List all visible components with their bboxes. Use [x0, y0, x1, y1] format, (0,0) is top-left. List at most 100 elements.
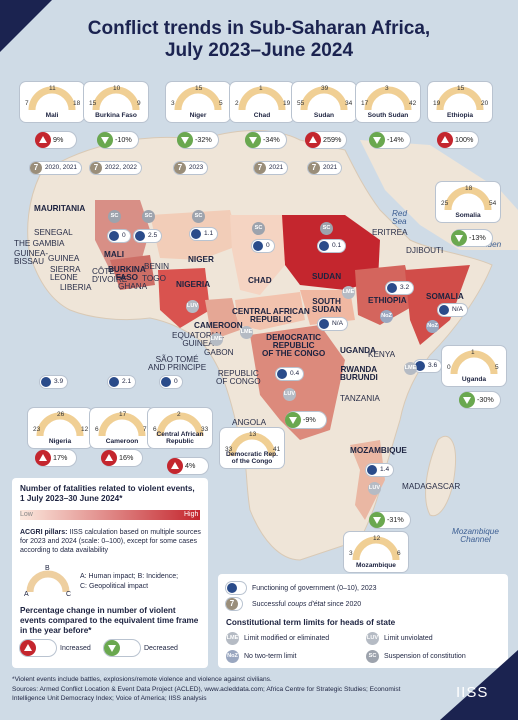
- gov-pill: 2.5: [134, 230, 162, 242]
- acgri-a-value: 6: [95, 426, 99, 433]
- label-somalia: SOMALIA: [426, 292, 464, 301]
- gauge-b: B: [45, 565, 50, 572]
- legend-noz: No two-term limit: [244, 653, 297, 660]
- legend-pct-title: Percentage change in number of violent e…: [20, 606, 199, 635]
- card-country-name: Ethiopia: [446, 112, 473, 119]
- label-mozambique: MOZAMBIQUE: [350, 446, 407, 455]
- label-cote-divoire: CÔTE D'IVOIRE: [92, 267, 128, 284]
- change-value: -31%: [387, 515, 404, 524]
- acgri-gauge: [228, 432, 276, 457]
- bank-icon: [109, 231, 119, 241]
- label-madagascar: MADAGASCAR: [402, 482, 461, 491]
- gov-pill: 2.1: [108, 376, 136, 388]
- legend-luv: Limit unviolated: [384, 635, 433, 642]
- footer: *Violent events include battles, explosi…: [12, 676, 432, 703]
- gov-value: 1.4: [380, 466, 390, 473]
- term-limit-badge: LME: [342, 286, 355, 299]
- term-limit-badge: SC: [142, 210, 155, 223]
- acgri-c-value: 5: [219, 100, 223, 107]
- card-country-name: Sudan: [313, 112, 335, 119]
- change-pill: -34%: [245, 132, 286, 148]
- acgri-gauge: [364, 86, 412, 111]
- acgri-card: 7 11 18 Mali: [20, 82, 84, 122]
- term-limit-badge: LME: [404, 362, 417, 375]
- change-value: -32%: [195, 135, 212, 144]
- card-country-name: Uganda: [461, 376, 487, 383]
- madagascar-shape: [425, 435, 457, 517]
- acgri-gauge: [92, 86, 140, 111]
- gov-pill: 0: [108, 230, 130, 242]
- coup-icon: 7: [174, 162, 186, 174]
- triangle-down-icon: [97, 132, 113, 148]
- coup-icon: 7: [90, 162, 102, 174]
- acgri-b-value: 39: [321, 85, 329, 92]
- acgri-a-value: 3: [349, 550, 353, 557]
- card-country-name: Democratic Rep. of the Congo: [225, 451, 279, 465]
- title-line-1: Conflict trends in Sub-Saharan Africa,: [87, 18, 431, 39]
- change-pill: -13%: [451, 230, 492, 246]
- coup-italic: coups d'état: [287, 601, 326, 608]
- luv-badge: LUV: [366, 632, 379, 645]
- label-south-sudan: SOUTH SUDAN: [312, 297, 342, 314]
- acgri-card: 55 39 34 Sudan: [292, 82, 356, 122]
- acgri-c-value: 42: [409, 100, 417, 107]
- gauge-a: A: [24, 591, 29, 598]
- acgri-a-value: 33: [225, 446, 233, 453]
- change-pill: 9%: [35, 132, 76, 148]
- change-pill: -32%: [177, 132, 218, 148]
- change-pill: 16%: [101, 450, 142, 466]
- label-moz-channel: Mozambique Channel: [452, 527, 499, 544]
- fatal-gradient: [20, 510, 200, 520]
- label-ethiopia: ETHIOPIA: [368, 296, 407, 305]
- coup-icon: 7: [30, 162, 42, 174]
- gov-pill: 3.6: [414, 360, 442, 372]
- gov-pill: 3.2: [386, 282, 414, 294]
- gov-value: 0.4: [290, 370, 300, 377]
- term-limit-badge: NoZ: [380, 310, 393, 323]
- page-title: Conflict trends in Sub-Saharan Africa, J…: [0, 18, 518, 62]
- acgri-b-value: 3: [385, 85, 389, 92]
- acgri-card: 19 15 20 Ethiopia: [428, 82, 492, 122]
- acgri-gauge: [28, 86, 76, 111]
- card-country-name: Niger: [189, 112, 207, 119]
- triangle-up-icon: [167, 458, 183, 474]
- acgri-b-value: 18: [465, 185, 473, 192]
- gov-pill: N/A: [438, 304, 467, 316]
- change-value: -13%: [469, 233, 486, 242]
- change-pill: -9%: [285, 412, 326, 428]
- acgri-c-value: 34: [345, 100, 353, 107]
- coup-pill: 7 2021: [254, 162, 288, 174]
- term-limit-badge: LUV: [283, 388, 296, 401]
- legend-coup: Successful coups d'état since 2020: [252, 600, 361, 609]
- acgri-gauge: [238, 86, 286, 111]
- acgri-c-value: 19: [283, 100, 291, 107]
- acgri-c-value: 6: [397, 550, 401, 557]
- mozambique-shape: [350, 440, 385, 520]
- legend-decreased: Decreased: [144, 645, 178, 652]
- coup-years: 2021: [269, 164, 284, 171]
- acgri-a-value: 23: [33, 426, 41, 433]
- change-pill: -14%: [369, 132, 410, 148]
- term-limit-badge: LUV: [368, 482, 381, 495]
- gauge-c: C: [66, 591, 72, 598]
- legend-high: High: [184, 511, 199, 518]
- label-sudan: SUDAN: [312, 272, 342, 281]
- coup-years: 2020, 2021: [45, 164, 77, 171]
- acgri-gauge: [36, 412, 84, 437]
- legend-lme: Limit modified or eliminated: [244, 635, 330, 642]
- change-value: -10%: [115, 135, 132, 144]
- label-rwanda-burundi: RWANDA BURUNDI: [340, 365, 378, 382]
- label-burkina: BURKINA FASO: [108, 265, 146, 282]
- change-pill: 17%: [35, 450, 76, 466]
- label-gambia: THE GAMBIA: [14, 239, 65, 248]
- burkina-shape: [110, 255, 155, 290]
- bank-icon: [135, 231, 145, 241]
- somalia-shape: [405, 265, 470, 345]
- sudan-shape: [280, 215, 380, 290]
- acgri-a-value: 55: [297, 100, 305, 107]
- title-line-2: July 2023–June 2024: [164, 40, 354, 61]
- label-uganda: UGANDA: [340, 346, 376, 355]
- acgri-a-value: 7: [25, 100, 29, 107]
- change-value: -9%: [303, 415, 316, 424]
- coup-pill: 7 2020, 2021: [30, 162, 81, 174]
